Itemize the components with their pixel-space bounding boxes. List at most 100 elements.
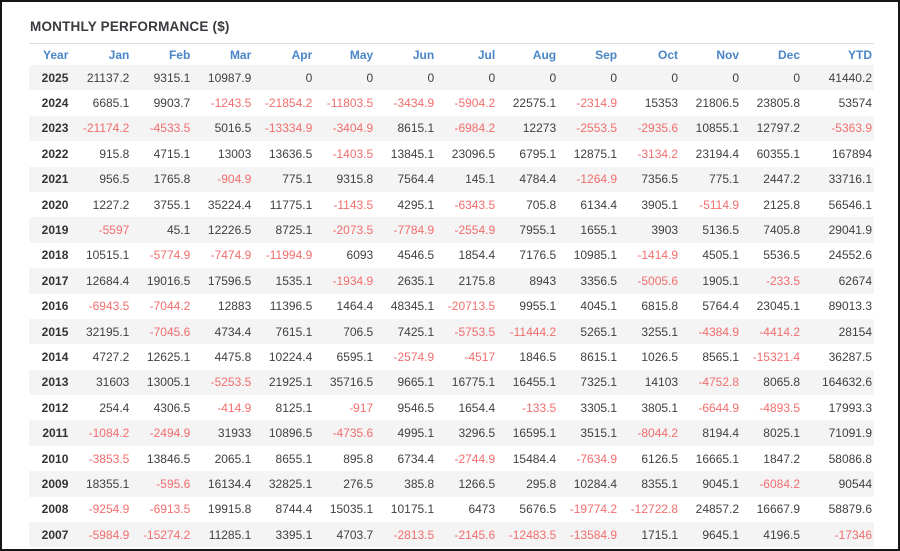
value-cell: 6815.8 [641, 299, 679, 314]
value-cell: 13846.5 [146, 451, 191, 466]
value-cell: 8655.1 [275, 451, 313, 466]
value-cell: 5136.5 [691, 217, 753, 243]
value-cell: -15321.4 [752, 349, 800, 364]
value-cell: 21806.5 [695, 96, 740, 111]
table-row: 2014 4727.2 12625.1 4475.8 10224.4 6595.1 -257… [29, 344, 874, 369]
value-cell: 8065.8 [752, 369, 813, 396]
value-cell: 6734.4 [397, 451, 435, 466]
value-cell: 3903 [630, 217, 692, 243]
value-cell: 31603 [81, 369, 143, 396]
value-cell: -414.9 [217, 400, 252, 415]
value-cell: 3515.1 [569, 420, 631, 446]
value-cell: 13003 [217, 146, 252, 161]
value-cell: 9665.1 [386, 369, 448, 396]
value-cell: 10985.1 [573, 248, 618, 263]
value-cell: 12875.1 [573, 146, 618, 161]
value-cell: 29041.9 [813, 217, 874, 243]
value-cell: 13005.1 [142, 369, 204, 396]
value-cell: -3434.9 [393, 96, 435, 111]
value-cell: 9315.1 [142, 65, 204, 91]
column-header-year: Year [43, 47, 69, 62]
year-cell: 2012 [41, 400, 69, 415]
value-cell: 1905.1 [691, 268, 753, 294]
value-cell: -5597 [81, 217, 143, 243]
value-cell: 8565.1 [702, 349, 740, 364]
value-cell: -2145.6 [447, 522, 509, 548]
value-cell: 0 [569, 65, 631, 91]
value-cell: 7325.1 [569, 369, 631, 396]
value-cell: -5984.9 [81, 522, 143, 548]
value-cell: 6473 [468, 502, 496, 517]
value-cell: 8194.4 [691, 420, 753, 446]
value-cell: -2744.9 [454, 451, 496, 466]
value-cell: -4893.5 [759, 400, 800, 415]
value-cell: 1535.1 [264, 268, 326, 294]
value-cell: -8044.2 [630, 420, 692, 446]
value-cell: 7356.5 [630, 166, 692, 192]
value-cell: 7176.5 [519, 248, 557, 263]
column-header-mar: Mar [229, 47, 252, 62]
year-cell: 2013 [29, 369, 82, 396]
value-cell: 9315.8 [325, 166, 387, 192]
value-cell: 145.1 [447, 166, 509, 192]
value-cell: 58879.6 [828, 502, 872, 517]
page-title: MONTHLY PERFORMANCE ($) [30, 19, 230, 34]
year-cell: 2023 [29, 115, 82, 142]
value-cell: 0 [447, 65, 509, 91]
value-cell: -21854.2 [264, 96, 313, 111]
value-cell: -5774.9 [149, 248, 191, 263]
value-cell: -19774.2 [569, 502, 618, 517]
value-cell: 23045.1 [756, 299, 800, 314]
value-cell: 3395.1 [264, 522, 326, 548]
value-cell: -595.6 [142, 471, 204, 497]
value-cell: 5265.1 [569, 318, 631, 345]
year-cell: 2024 [41, 96, 69, 111]
value-cell: -5005.6 [630, 268, 692, 294]
value-cell: 9903.7 [153, 96, 191, 111]
value-cell: 9955.1 [519, 299, 557, 314]
value-cell: -4533.5 [142, 115, 204, 142]
value-cell: 8025.1 [752, 420, 813, 446]
table-row: 2017 12684.4 19016.5 17596.5 1535.1 -1934.9 26… [29, 268, 874, 294]
table-row: 2011 -1084.2 -2494.9 31933 10896.5 -4735.6 499… [29, 420, 874, 446]
value-cell: 45.1 [142, 217, 204, 243]
value-cell: 11775.1 [269, 197, 313, 212]
table-row: 2008 -9254.9 -6913.5 19915.8 8744.4 15035.1 10… [29, 497, 874, 522]
value-cell: 2447.2 [752, 166, 813, 192]
year-cell: 2019 [29, 217, 82, 243]
column-header-apr: Apr [291, 47, 313, 62]
value-cell: 35224.4 [207, 197, 252, 212]
value-cell: -11803.5 [326, 96, 374, 111]
value-cell: 23194.4 [695, 146, 740, 161]
value-cell: 1464.4 [336, 299, 374, 314]
header-row: Year Jan Feb Mar Apr May Jun Jul Aug Sep Oct Nov Dec… [29, 44, 874, 65]
value-cell: 4306.5 [153, 400, 191, 415]
value-cell: 4045.1 [580, 299, 618, 314]
table-row: 2007 -5984.9 -15274.2 11285.1 3395.1 4703.7 -2… [29, 522, 874, 548]
value-cell: -1264.9 [569, 166, 631, 192]
value-cell: 8744.4 [275, 502, 313, 517]
value-cell: -4752.8 [691, 369, 753, 396]
value-cell: 385.8 [386, 471, 448, 497]
year-cell: 2022 [41, 146, 69, 161]
value-cell: 1715.1 [630, 522, 692, 548]
value-cell: -4414.2 [752, 318, 813, 345]
value-cell: 21925.1 [264, 369, 326, 396]
column-header-ytd: YTD [848, 47, 872, 62]
value-cell: 32825.1 [264, 471, 326, 497]
value-cell: 19016.5 [142, 268, 204, 294]
value-cell: 0 [752, 65, 813, 91]
value-cell: 1847.2 [763, 451, 800, 466]
table-row: 2009 18355.1 -595.6 16134.4 32825.1 276.5 385.… [29, 471, 874, 497]
value-cell: -1934.9 [325, 268, 387, 294]
value-cell: 32195.1 [81, 318, 143, 345]
value-cell: 53574 [838, 96, 872, 111]
value-cell: 6685.1 [92, 96, 130, 111]
column-header-sep: Sep [595, 47, 618, 62]
value-cell: -904.9 [203, 166, 265, 192]
value-cell: 3905.1 [641, 197, 679, 212]
value-cell: 276.5 [325, 471, 387, 497]
value-cell: 71091.9 [813, 420, 874, 446]
value-cell: 35716.5 [325, 369, 387, 396]
